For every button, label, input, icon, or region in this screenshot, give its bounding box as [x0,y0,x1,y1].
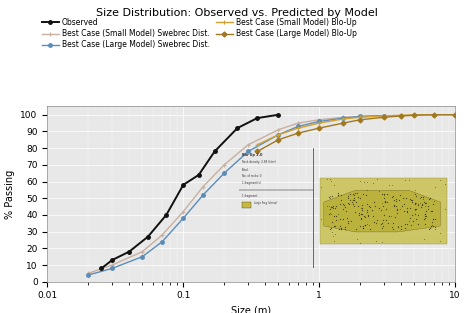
Observed [145,235,151,239]
Text: Size Distribution: Observed vs. Predicted by Model: Size Distribution: Observed vs. Predicte… [96,8,378,18]
Best Case (Small Model) Blo-Up [357,115,363,119]
Best Case (Small Model) Swebrec Dist. [201,185,206,188]
Best Case (Small Model) Swebrec Dist. [221,163,227,167]
Best Case (Small Model) Blo-Up [275,133,281,137]
Best Case (Small Model) Blo-Up [255,143,260,147]
Best Case (Large Model) Swebrec Dist. [381,114,387,117]
Best Case (Small Model) Swebrec Dist. [245,143,251,147]
Observed [275,113,281,117]
Line: Best Case (Large Model) Blo-Up: Best Case (Large Model) Blo-Up [255,113,457,153]
Line: Observed: Observed [100,113,280,270]
Best Case (Large Model) Swebrec Dist. [357,115,363,118]
Best Case (Large Model) Swebrec Dist. [275,133,281,137]
Best Case (Large Model) Swebrec Dist. [340,116,346,120]
Line: Best Case (Large Model) Swebrec Dist.: Best Case (Large Model) Swebrec Dist. [87,114,386,277]
Best Case (Large Model) Blo-Up [316,126,322,130]
Best Case (Large Model) Blo-Up [452,113,458,117]
Best Case (Large Model) Swebrec Dist. [139,255,145,259]
Best Case (Large Model) Swebrec Dist. [85,273,91,277]
Best Case (Small Model) Swebrec Dist. [181,210,186,213]
Y-axis label: % Passing: % Passing [5,169,15,219]
Best Case (Large Model) Blo-Up [357,118,363,122]
Best Case (Small Model) Swebrec Dist. [340,115,346,119]
Observed [164,213,169,217]
Legend: Observed, Best Case (Small Model) Swebrec Dist., Best Case (Large Model) Swebrec: Observed, Best Case (Small Model) Swebre… [42,18,356,49]
Observed [212,150,218,153]
Best Case (Small Model) Swebrec Dist. [139,250,145,254]
Best Case (Large Model) Blo-Up [431,113,437,117]
Best Case (Large Model) Swebrec Dist. [316,120,322,123]
Best Case (Large Model) Swebrec Dist. [109,266,115,270]
Best Case (Small Model) Blo-Up [340,117,346,121]
Best Case (Large Model) Blo-Up [255,150,260,153]
Best Case (Small Model) Blo-Up [295,126,301,130]
Observed [181,183,186,187]
Best Case (Small Model) Swebrec Dist. [295,121,301,125]
Best Case (Small Model) Swebrec Dist. [85,271,91,275]
Line: Best Case (Small Model) Swebrec Dist.: Best Case (Small Model) Swebrec Dist. [86,113,386,276]
Observed [196,173,201,177]
Observed [99,266,104,270]
Best Case (Small Model) Blo-Up [398,113,404,117]
Best Case (Large Model) Swebrec Dist. [221,171,227,175]
Best Case (Small Model) Swebrec Dist. [316,118,322,122]
Best Case (Small Model) Swebrec Dist. [381,114,387,117]
Best Case (Large Model) Blo-Up [275,138,281,142]
Best Case (Small Model) Blo-Up [381,114,387,118]
Line: Best Case (Small Model) Blo-Up: Best Case (Small Model) Blo-Up [255,112,457,147]
Best Case (Small Model) Swebrec Dist. [109,263,115,267]
X-axis label: Size (m): Size (m) [231,306,271,313]
Best Case (Small Model) Blo-Up [431,113,437,117]
Best Case (Small Model) Blo-Up [411,113,417,117]
Best Case (Large Model) Swebrec Dist. [159,240,165,244]
Observed [127,250,132,254]
Best Case (Large Model) Blo-Up [411,113,417,117]
Best Case (Large Model) Swebrec Dist. [181,216,186,220]
Best Case (Small Model) Swebrec Dist. [357,115,363,118]
Best Case (Large Model) Blo-Up [398,114,404,118]
Observed [235,126,240,130]
Best Case (Large Model) Swebrec Dist. [245,150,251,153]
Best Case (Large Model) Blo-Up [295,131,301,135]
Best Case (Small Model) Blo-Up [452,113,458,117]
Best Case (Large Model) Swebrec Dist. [295,125,301,128]
Best Case (Large Model) Blo-Up [340,121,346,125]
Best Case (Small Model) Swebrec Dist. [159,233,165,237]
Best Case (Small Model) Blo-Up [316,121,322,125]
Best Case (Large Model) Blo-Up [381,115,387,119]
Observed [255,116,260,120]
Observed [109,258,115,262]
Best Case (Large Model) Swebrec Dist. [201,193,206,197]
Best Case (Small Model) Swebrec Dist. [275,128,281,132]
